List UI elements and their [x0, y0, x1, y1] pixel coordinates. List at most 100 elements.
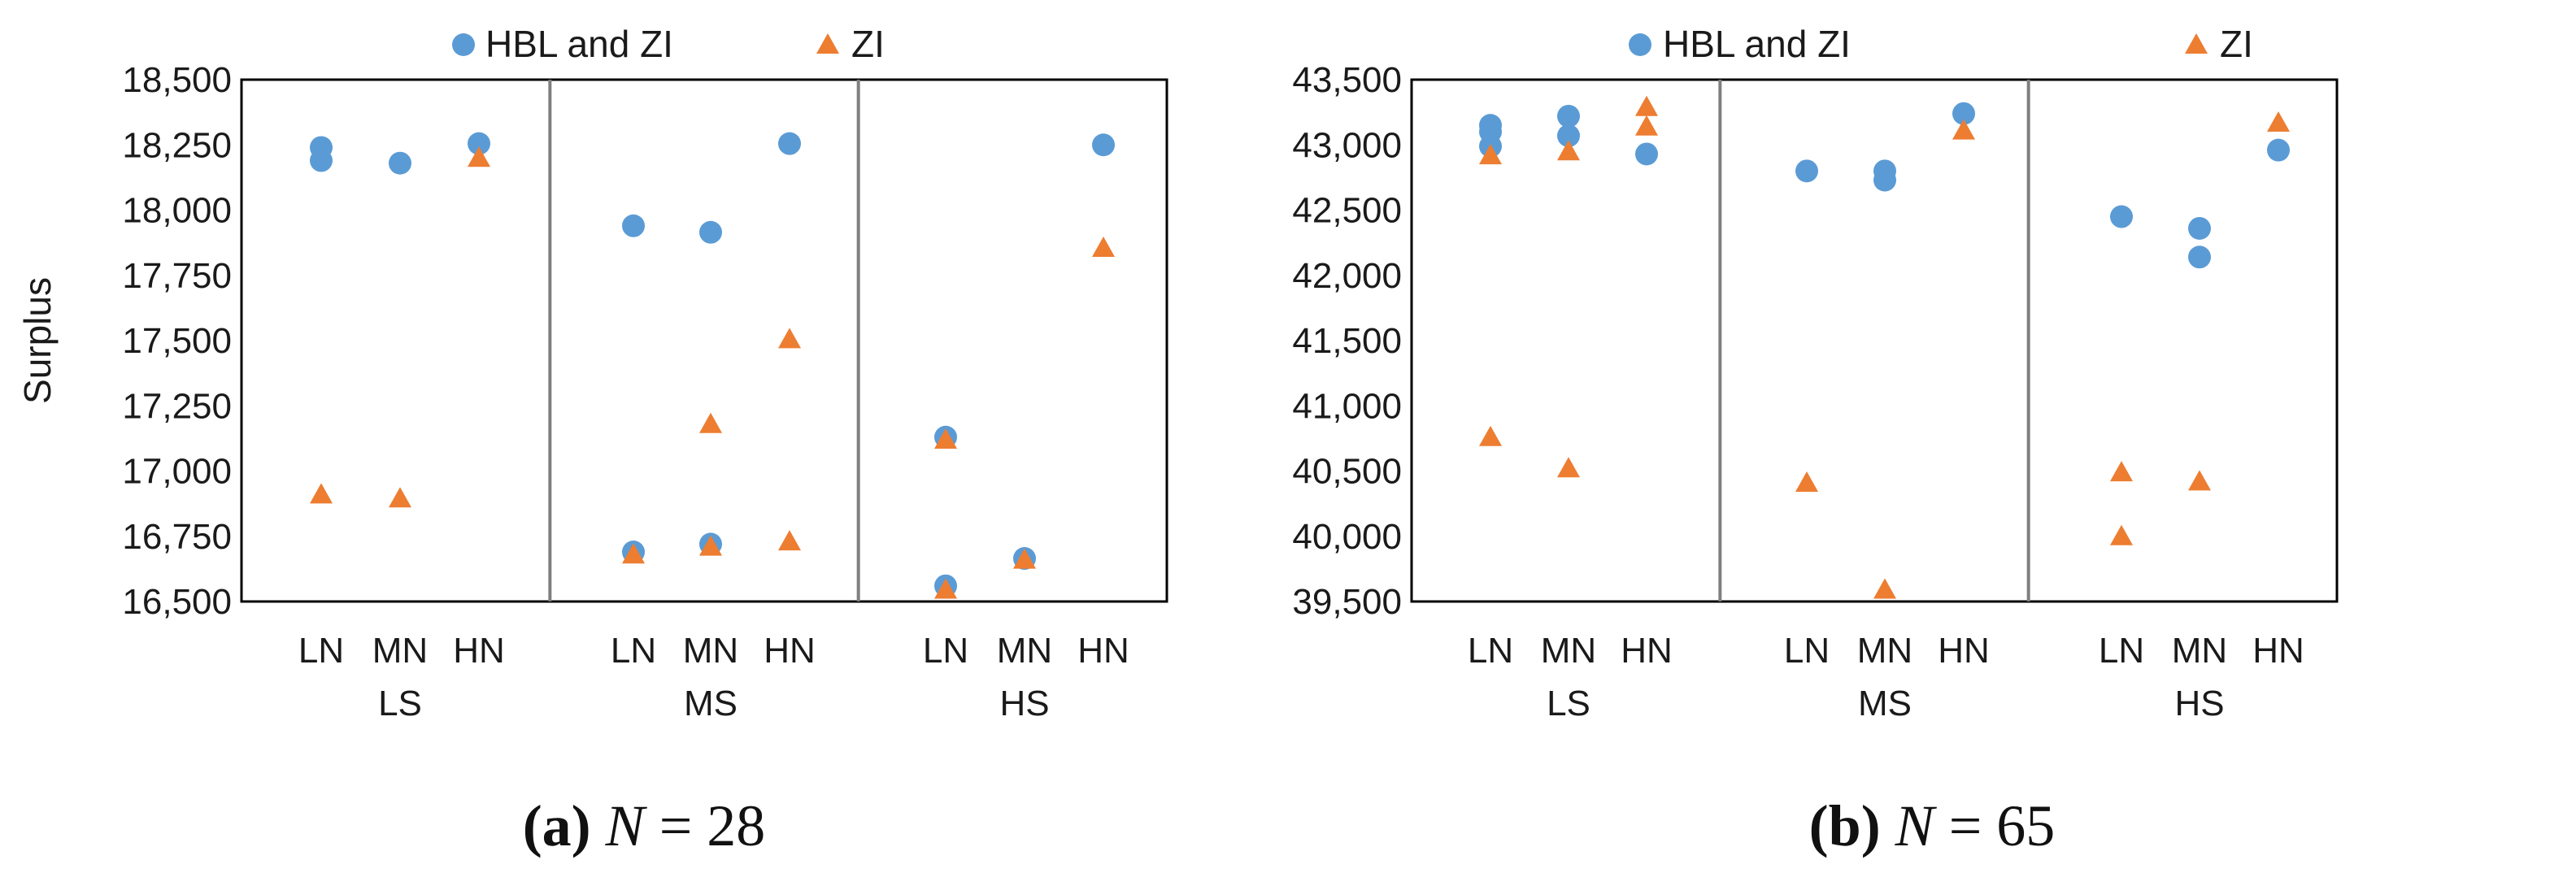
data-point-zi	[1013, 548, 1036, 569]
x-tick-label: LN	[298, 631, 344, 671]
data-point-zi	[1557, 140, 1580, 161]
y-tick-label: 42,000	[1292, 256, 1402, 296]
data-point-zi	[1795, 471, 1818, 492]
scatter-chart-b: 39,500 40,000 40,500 41,000 41,500 42,000 42,5…	[1292, 23, 2339, 723]
data-point-hbl-zi	[1952, 102, 1975, 125]
data-point-hbl-zi	[2110, 205, 2133, 228]
data-point-zi	[1557, 457, 1580, 478]
x-tick-label: HN	[453, 631, 505, 671]
data-point-zi	[1479, 425, 1502, 446]
x-tick-label: HN	[764, 631, 816, 671]
data-point-hbl-zi	[1635, 142, 1658, 166]
legend-marker-zi	[816, 33, 839, 54]
data-point-zi	[699, 412, 722, 433]
data-point-zi	[1092, 237, 1115, 258]
x-tick-label: HN	[1938, 631, 1990, 671]
data-point-hbl-zi	[778, 132, 801, 155]
x-tick-label: MN	[2172, 631, 2227, 671]
data-point-zi	[2267, 111, 2290, 132]
y-tick-label: 17,750	[122, 256, 232, 296]
scatter-chart-a: 16,500 16,750 17,000 17,250 17,500 17,750 18,0…	[16, 23, 1168, 723]
data-point-zi	[2188, 470, 2211, 491]
data-point-zi	[468, 146, 490, 167]
data-point-zi	[1873, 578, 1896, 599]
data-point-zi	[778, 328, 801, 349]
x-tick-label: MN	[683, 631, 738, 671]
caption-b: (b) N = 65	[1288, 793, 2576, 860]
caption-a: (a) N = 28	[0, 793, 1288, 860]
y-tick-label: 17,250	[122, 386, 232, 426]
data-point-hbl-zi	[310, 149, 333, 172]
x-group-label: LS	[378, 684, 422, 723]
x-tick-label: MN	[997, 631, 1052, 671]
x-tick-label: HN	[1621, 631, 1673, 671]
legend-label-hbl-zi: HBL and ZI	[1663, 23, 1851, 65]
y-tick-label: 16,500	[122, 582, 232, 622]
y-tick-label: 40,500	[1292, 452, 1402, 492]
data-point-hbl-zi	[1557, 124, 1580, 148]
y-tick-label: 17,500	[122, 321, 232, 361]
data-point-hbl-zi	[622, 214, 645, 237]
data-point-zi	[2110, 524, 2133, 545]
y-tick-label: 43,000	[1292, 125, 1402, 165]
data-point-hbl-zi	[1557, 104, 1580, 128]
data-point-hbl-zi	[2188, 216, 2211, 240]
legend-marker-zi	[2185, 33, 2208, 54]
y-tick-label: 18,250	[122, 125, 232, 165]
x-group-label: MS	[684, 684, 738, 723]
data-point-zi	[699, 535, 722, 556]
data-point-hbl-zi	[468, 132, 490, 155]
x-tick-label: LN	[923, 631, 968, 671]
y-tick-label: 41,000	[1292, 386, 1402, 426]
y-tick-label: 18,500	[122, 60, 232, 100]
x-tick-label: LN	[611, 631, 656, 671]
data-point-zi	[1952, 119, 1975, 140]
x-group-label: MS	[1858, 684, 1912, 723]
y-tick-label: 17,000	[122, 452, 232, 492]
caption-a-variable: N	[605, 793, 645, 858]
data-point-hbl-zi	[2188, 245, 2211, 269]
legend-label-zi: ZI	[851, 23, 885, 65]
x-tick-label: LN	[1784, 631, 1830, 671]
chart-panel-a: 16,500 16,750 17,000 17,250 17,500 17,750 18,0…	[0, 23, 1288, 860]
x-tick-label: LN	[1468, 631, 1513, 671]
data-point-hbl-zi	[699, 220, 722, 244]
data-point-zi	[1635, 95, 1658, 116]
y-tick-label: 18,000	[122, 191, 232, 231]
y-tick-label: 40,000	[1292, 517, 1402, 557]
y-tick-label: 43,500	[1292, 60, 1402, 100]
y-axis-label: Surplus	[16, 277, 59, 404]
caption-b-label: (b)	[1808, 793, 1881, 858]
caption-a-equation: = 28	[644, 793, 766, 858]
legend-label-zi: ZI	[2220, 23, 2253, 65]
data-point-hbl-zi	[1795, 159, 1818, 183]
caption-a-label: (a)	[522, 793, 591, 858]
x-tick-label: HN	[2252, 631, 2304, 671]
data-point-hbl-zi	[389, 151, 411, 175]
legend-marker-hbl-zi	[452, 33, 475, 56]
data-point-zi	[2110, 461, 2133, 482]
x-group-label: HS	[2174, 684, 2224, 723]
x-tick-label: MN	[372, 631, 428, 671]
y-tick-label: 41,500	[1292, 321, 1402, 361]
data-point-hbl-zi	[1873, 168, 1896, 192]
data-point-zi	[389, 487, 411, 508]
data-point-zi	[310, 483, 333, 504]
x-tick-label: MN	[1857, 631, 1912, 671]
data-point-zi	[778, 530, 801, 551]
caption-b-variable: N	[1895, 793, 1934, 858]
x-group-label: HS	[999, 684, 1049, 723]
data-point-zi	[1479, 144, 1502, 165]
data-point-zi	[622, 543, 645, 564]
data-point-zi	[934, 428, 957, 449]
data-point-zi	[1635, 115, 1658, 136]
y-tick-label: 16,750	[122, 517, 232, 557]
x-group-label: LS	[1547, 684, 1590, 723]
x-tick-label: HN	[1077, 631, 1129, 671]
plot-area	[240, 78, 1168, 603]
plot-area	[1410, 78, 2339, 603]
data-point-hbl-zi	[1092, 133, 1115, 157]
x-tick-label: LN	[2099, 631, 2144, 671]
chart-panel-b: 39,500 40,000 40,500 41,000 41,500 42,000 42,5…	[1288, 0, 2576, 886]
